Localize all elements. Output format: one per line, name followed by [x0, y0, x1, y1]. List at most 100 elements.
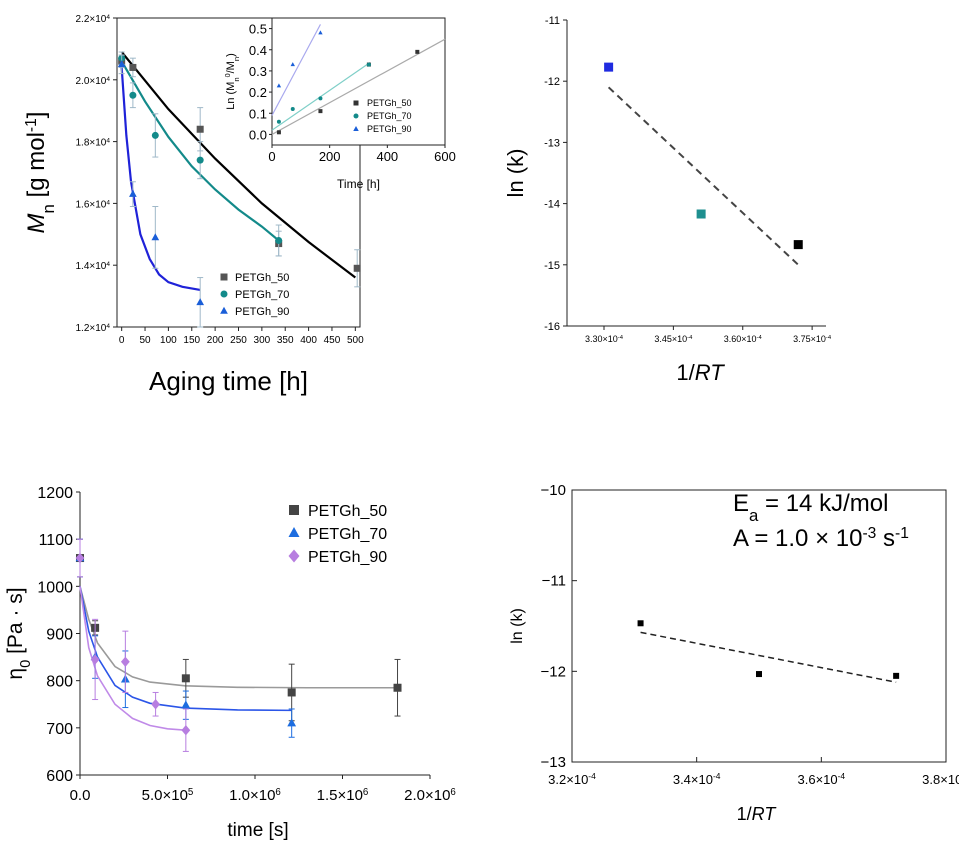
- y-tick-label: 700: [46, 721, 73, 738]
- data-point: [290, 107, 295, 112]
- x-tick-label: 0: [119, 335, 125, 346]
- legend-label: PETGh_50: [367, 98, 412, 108]
- legend-marker: [220, 306, 228, 314]
- data-point: [893, 672, 900, 679]
- fit-curve: [120, 51, 356, 279]
- legend-marker: [289, 505, 299, 515]
- x-tick-label: 3.2×10-4: [548, 771, 596, 787]
- plot-frame: [571, 489, 947, 763]
- chart-b: -11 -12 -13 -14 -15 -16 3.30×10-4 3.45×10-4 3.60…: [503, 15, 832, 385]
- x-tick-label: 3.8×10-4: [922, 771, 959, 787]
- data-point: [129, 63, 137, 71]
- data-point: [196, 125, 204, 133]
- data-point: [117, 60, 126, 68]
- x-axis-label: 1/RT: [737, 804, 778, 824]
- x-tick-label: 250: [230, 335, 247, 346]
- x-axis-label: 1/RT: [676, 360, 725, 385]
- x-tick-label: 400: [300, 335, 317, 346]
- x-axis-label: Aging time [h]: [149, 366, 308, 396]
- x-tick-label: 3.4×10-4: [673, 771, 721, 787]
- y-tick-label: 2.0×104: [76, 75, 111, 87]
- legend-label: PETGh_50: [235, 272, 289, 284]
- data-point: [415, 49, 420, 54]
- fit-line: [640, 631, 897, 683]
- data-point: [604, 62, 614, 72]
- chart-d: −10 −11 −12 −133.2×10-4 3.4×10-4 3.6×10-4 3.8×…: [509, 482, 959, 824]
- y-tick-label: 0.3: [249, 64, 267, 79]
- legend-label: PETGh_70: [308, 526, 387, 543]
- fit-line: [607, 86, 799, 266]
- y-tick-label: -12: [544, 76, 560, 88]
- data-point: [151, 131, 159, 139]
- fit-line: [271, 24, 321, 116]
- y-tick-label: 900: [46, 627, 73, 644]
- data-point: [151, 233, 160, 241]
- x-tick-label: 200: [319, 149, 341, 164]
- data-point: [287, 718, 297, 727]
- y-tick-label: −13: [541, 754, 566, 771]
- y-tick-label: −11: [542, 573, 566, 590]
- y-tick-label: 1200: [37, 485, 73, 502]
- fit-curve: [120, 60, 280, 242]
- plot-frame: [271, 17, 446, 146]
- legend-label: PETGh_70: [367, 111, 412, 121]
- x-tick-label: 300: [254, 335, 271, 346]
- x-tick-label: 3.45×10-4: [654, 334, 693, 344]
- data-point: [756, 671, 762, 678]
- y-tick-label: 1.6×104: [76, 199, 111, 211]
- y-tick-label: −12: [541, 663, 566, 680]
- y-tick-label: 0.0: [249, 127, 267, 142]
- y-axis-label: Ln (Mn0/Mn): [224, 53, 241, 110]
- y-axis-label: ln (k): [503, 149, 528, 198]
- data-point: [275, 236, 283, 244]
- y-tick-label: 0.5: [249, 22, 267, 37]
- legend-marker: [353, 126, 359, 131]
- data-point: [290, 62, 295, 67]
- x-tick-label: 3.60×10-4: [724, 334, 763, 344]
- legend-label: PETGh_90: [308, 549, 387, 566]
- fit-curve: [120, 67, 201, 292]
- data-point: [196, 298, 205, 306]
- fit-curve: [79, 586, 292, 712]
- y-tick-label: 1.2×104: [76, 323, 111, 335]
- x-tick-label: 1.5×106: [317, 787, 369, 805]
- data-point: [793, 240, 803, 250]
- annotation-a: A = 1.0 × 10-3 s-1: [733, 525, 909, 553]
- x-axis-label: Time [h]: [337, 177, 380, 191]
- fit-line: [271, 38, 446, 135]
- legend-marker: [220, 290, 228, 298]
- y-tick-label: -11: [545, 15, 560, 27]
- x-tick-label: 100: [160, 335, 177, 346]
- legend-label: PETGh_70: [235, 289, 289, 301]
- legend-marker: [353, 113, 359, 119]
- x-tick-label: 150: [183, 335, 200, 346]
- y-tick-label: 1.8×104: [76, 137, 111, 149]
- legend-marker: [353, 100, 359, 106]
- data-point: [181, 700, 191, 709]
- x-tick-label: 400: [376, 149, 398, 164]
- y-tick-label: −10: [541, 482, 566, 499]
- chart-c: 600 700 800 900 1000 1100 1200 0.0 5.0×105 1.0×10…: [4, 485, 456, 841]
- legend-label: PETGh_90: [367, 124, 412, 134]
- x-axis-label: time [s]: [227, 820, 288, 841]
- annotation-ea: Ea = 14 kJ/mol: [733, 490, 888, 525]
- data-point: [90, 654, 100, 665]
- y-axis-label: Mn [g mol-1]: [23, 112, 58, 234]
- data-point: [637, 620, 644, 627]
- fit-curve: [79, 586, 398, 689]
- x-tick-label: 3.6×10-4: [798, 771, 846, 787]
- x-tick-label: 450: [324, 335, 341, 346]
- data-point: [276, 83, 282, 88]
- y-tick-label: 0.4: [249, 43, 267, 58]
- data-point: [318, 96, 323, 101]
- y-tick-label: 1.4×104: [76, 261, 111, 273]
- x-tick-label: 0.0: [70, 787, 91, 804]
- data-point: [318, 109, 323, 114]
- data-point: [120, 656, 130, 667]
- chart-a: 0 50 100 150 200 250 300 350 400 450 500 1.2×104 1.4…: [23, 14, 365, 397]
- y-tick-label: 0.2: [249, 85, 267, 100]
- y-tick-label: 0.1: [249, 106, 267, 121]
- x-tick-label: 3.75×10-4: [793, 334, 832, 344]
- legend-label: PETGh_50: [308, 503, 387, 520]
- x-tick-label: 200: [207, 335, 224, 346]
